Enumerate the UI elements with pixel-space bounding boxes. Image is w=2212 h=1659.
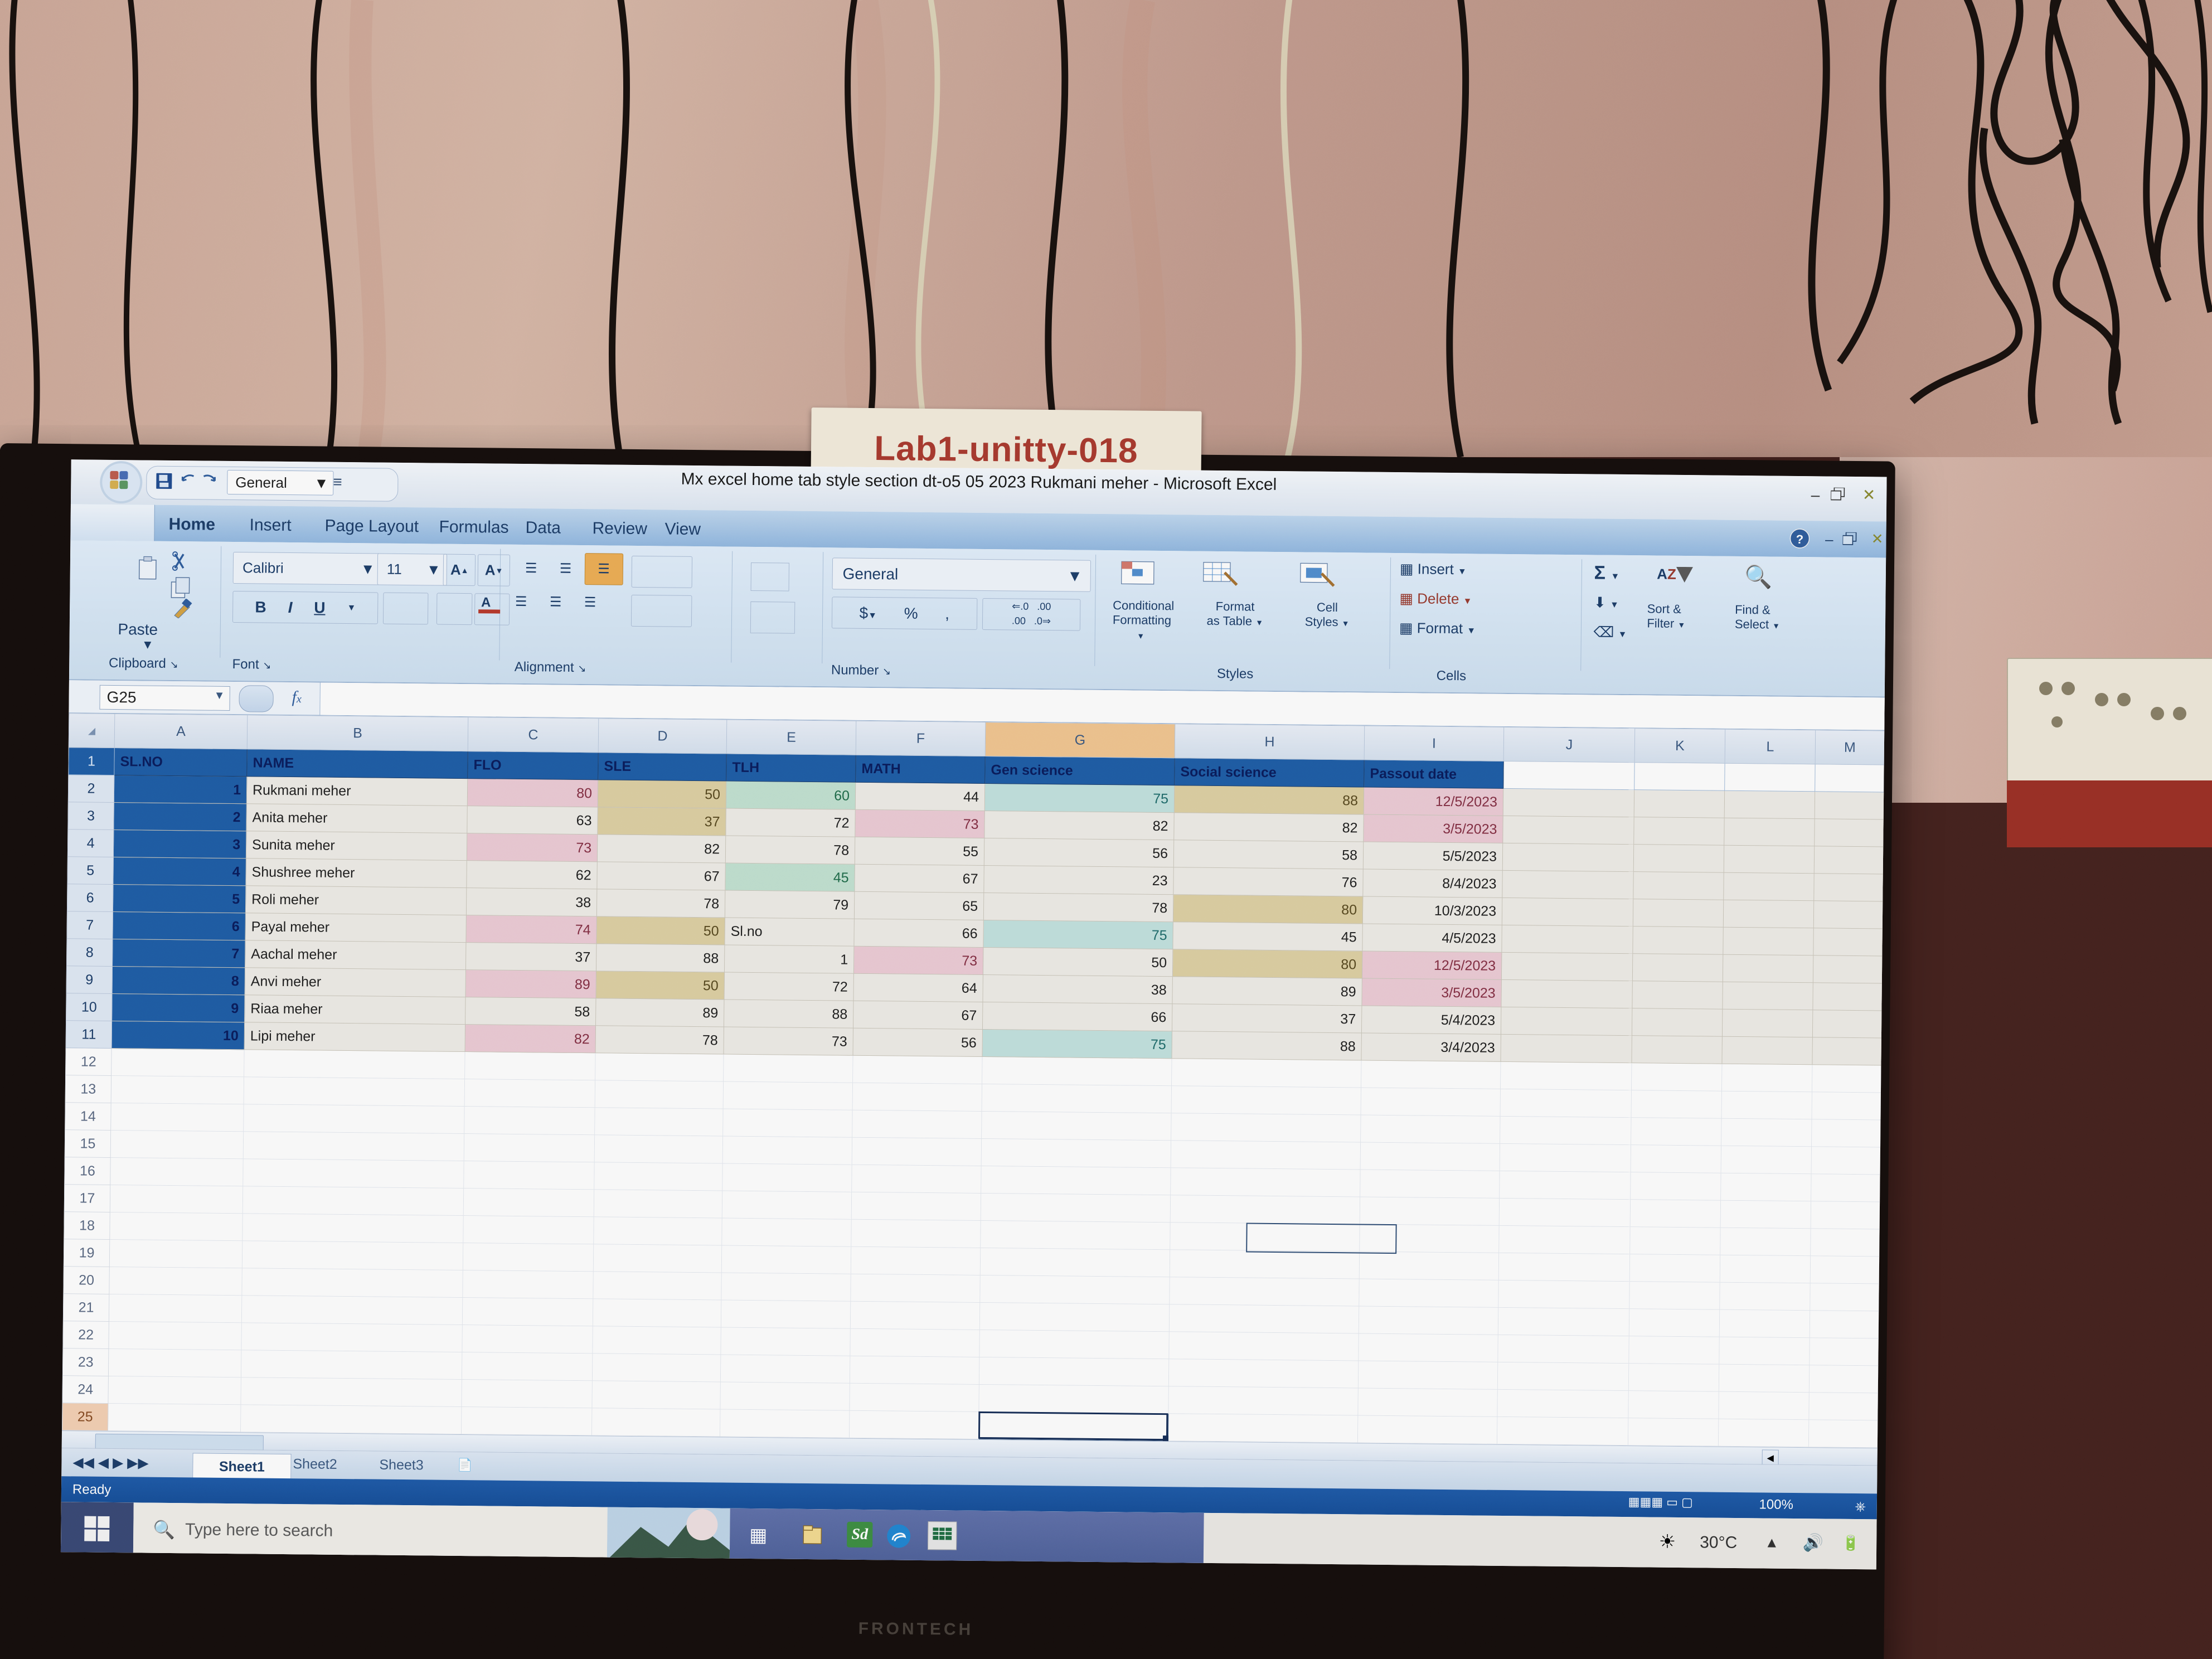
svg-text:?: ? xyxy=(1796,532,1804,546)
